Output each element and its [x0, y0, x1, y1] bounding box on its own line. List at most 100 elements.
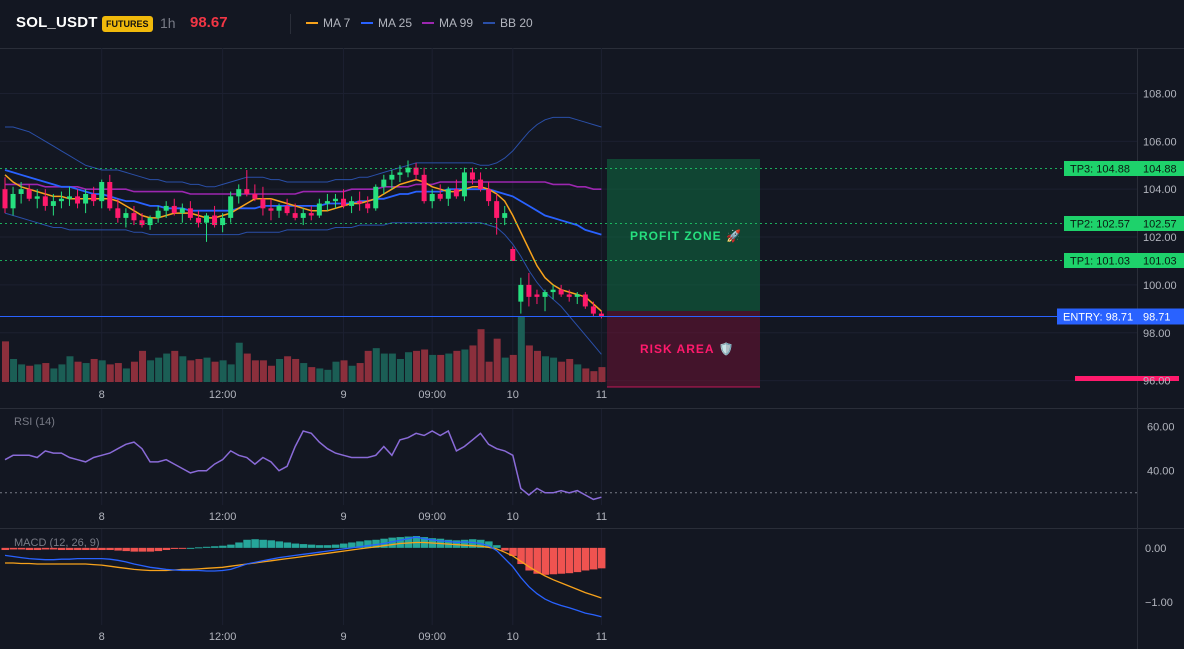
- candle-body[interactable]: [429, 193, 435, 202]
- candle-body[interactable]: [91, 193, 97, 202]
- candle-body[interactable]: [42, 196, 48, 206]
- candle-body[interactable]: [349, 201, 355, 206]
- candle-body[interactable]: [582, 294, 588, 307]
- candle-body[interactable]: [405, 167, 411, 173]
- candle-body[interactable]: [2, 189, 8, 209]
- candle-body[interactable]: [341, 198, 347, 206]
- candle-body[interactable]: [502, 213, 508, 218]
- candle-body[interactable]: [220, 217, 226, 226]
- rsi-pane[interactable]: 60.00 40.00: [0, 422, 1175, 501]
- candle-body[interactable]: [99, 182, 105, 202]
- candle-body[interactable]: [332, 198, 338, 202]
- candle-body[interactable]: [75, 196, 81, 204]
- tp2-tag[interactable]: TP2: 102.57: [1064, 216, 1137, 231]
- tp1-tag[interactable]: TP1: 101.03: [1064, 253, 1137, 268]
- candle-body[interactable]: [510, 249, 516, 261]
- volume-bar: [147, 360, 155, 382]
- legend-bb20[interactable]: BB 20: [483, 16, 533, 30]
- candle-body[interactable]: [598, 313, 604, 317]
- candle-body[interactable]: [453, 189, 459, 197]
- bollinger-bands: [4, 116, 602, 355]
- candle-body[interactable]: [461, 172, 467, 197]
- candle-body[interactable]: [526, 284, 532, 297]
- macd-title: MACD (12, 26, 9): [14, 537, 100, 549]
- candle-body[interactable]: [486, 189, 492, 202]
- candle-body[interactable]: [357, 201, 363, 204]
- candle-body[interactable]: [421, 174, 427, 202]
- candle-body[interactable]: [18, 189, 24, 194]
- candle-body[interactable]: [542, 292, 548, 297]
- candle-body[interactable]: [518, 284, 524, 302]
- candle-body[interactable]: [163, 205, 169, 211]
- candle-body[interactable]: [308, 213, 314, 216]
- candle-body[interactable]: [147, 217, 153, 226]
- candle-body[interactable]: [373, 186, 379, 209]
- symbol-label[interactable]: SOL_USDT: [16, 14, 98, 31]
- candle-body[interactable]: [171, 205, 177, 214]
- candle-body[interactable]: [26, 189, 32, 199]
- candle-body[interactable]: [115, 208, 121, 218]
- candle-body[interactable]: [123, 213, 129, 218]
- candle-body[interactable]: [187, 208, 193, 218]
- candle-body[interactable]: [139, 220, 145, 226]
- tp3-tag[interactable]: TP3: 104.88: [1064, 161, 1137, 176]
- candle-body[interactable]: [244, 189, 250, 194]
- macd-histogram-bar: [589, 547, 598, 570]
- candle-body[interactable]: [252, 193, 258, 199]
- candle-body[interactable]: [566, 294, 572, 297]
- candle-body[interactable]: [276, 205, 282, 211]
- candle-body[interactable]: [494, 201, 500, 218]
- candle-body[interactable]: [365, 203, 371, 209]
- legend-ma99[interactable]: MA 99: [422, 16, 473, 30]
- candle-body[interactable]: [397, 172, 403, 175]
- candle-body[interactable]: [66, 196, 72, 199]
- candle-body[interactable]: [195, 217, 201, 223]
- candlesticks[interactable]: [2, 160, 604, 319]
- volume-bar: [211, 361, 219, 382]
- macd-histogram-bar: [267, 540, 275, 548]
- candle-body[interactable]: [228, 196, 234, 218]
- candle-body[interactable]: [107, 182, 113, 209]
- candle-body[interactable]: [550, 289, 556, 293]
- candle-body[interactable]: [292, 213, 298, 218]
- candle-body[interactable]: [389, 174, 395, 180]
- candle-body[interactable]: [58, 198, 64, 202]
- candle-body[interactable]: [34, 196, 40, 199]
- candle-body[interactable]: [50, 201, 56, 206]
- candle-body[interactable]: [179, 208, 185, 214]
- volume-bar: [574, 364, 582, 382]
- candle-body[interactable]: [10, 193, 16, 209]
- candle-body[interactable]: [590, 306, 596, 314]
- candle-body[interactable]: [212, 215, 218, 226]
- legend-ma25[interactable]: MA 25: [361, 16, 412, 30]
- candle-body[interactable]: [324, 201, 330, 204]
- candle-body[interactable]: [574, 294, 580, 297]
- entry-tag[interactable]: ENTRY: 98.71: [1057, 308, 1137, 325]
- tp3-scale-text: 104.88: [1143, 164, 1177, 176]
- candle-body[interactable]: [478, 179, 484, 190]
- candle-body[interactable]: [445, 189, 451, 199]
- candle-body[interactable]: [381, 179, 387, 187]
- candle-body[interactable]: [413, 167, 419, 175]
- candle-body[interactable]: [284, 205, 290, 214]
- timeframe-label[interactable]: 1h: [160, 15, 176, 31]
- candle-body[interactable]: [131, 213, 137, 221]
- candle-body[interactable]: [534, 294, 540, 297]
- candle-body[interactable]: [236, 189, 242, 197]
- candle-body[interactable]: [260, 198, 266, 209]
- candle-body[interactable]: [437, 193, 443, 199]
- candle-body[interactable]: [558, 289, 564, 295]
- volume-bar: [533, 350, 541, 382]
- candle-body[interactable]: [300, 213, 306, 218]
- candle-body[interactable]: [83, 193, 89, 204]
- candle-body[interactable]: [316, 203, 322, 216]
- candle-body[interactable]: [268, 208, 274, 211]
- candle-body[interactable]: [469, 172, 475, 180]
- legend-ma7[interactable]: MA 7: [306, 16, 350, 30]
- macd-pane[interactable]: 0.00 −1.00: [1, 536, 1173, 618]
- candle-body[interactable]: [204, 215, 209, 223]
- volume-bar: [74, 361, 82, 382]
- chart-header: SOL_USDT FUTURES 1h 98.67 MA 7 MA 25 MA …: [0, 0, 1184, 48]
- candle-body[interactable]: [155, 210, 161, 218]
